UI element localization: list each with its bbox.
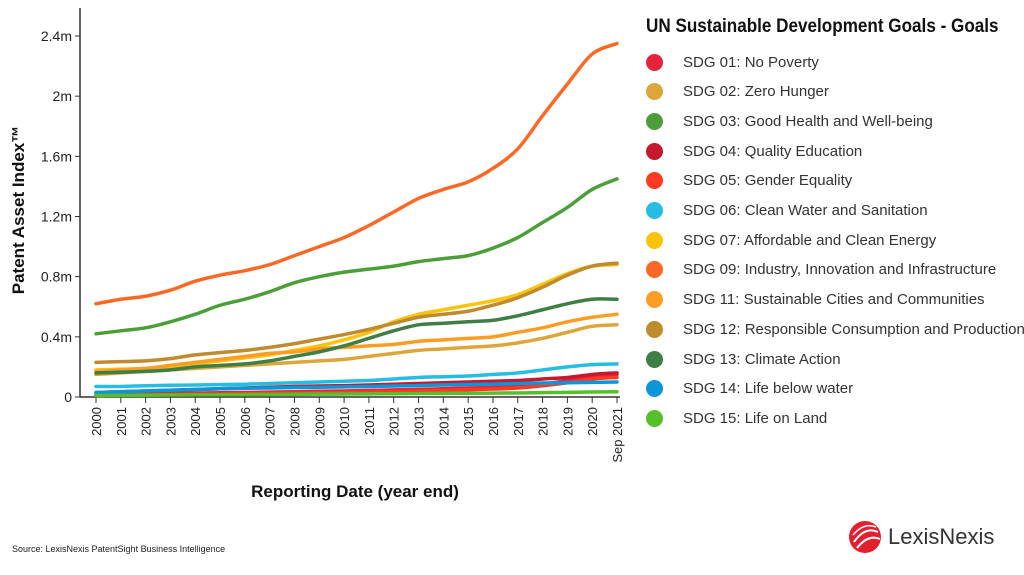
legend-dot-icon: [646, 409, 663, 427]
legend-item[interactable]: SDG 02: Zero Hunger: [646, 81, 829, 103]
x-tick-label: 2008: [287, 407, 302, 436]
legend-label: SDG 06: Clean Water and Sanitation: [683, 202, 928, 219]
x-tick-label: 2010: [337, 407, 352, 436]
x-tick-label: 2015: [461, 407, 476, 436]
series-line-sdg-06: [94, 362, 619, 389]
x-tick-label: 2019: [560, 407, 575, 436]
legend-label: SDG 02: Zero Hunger: [683, 83, 829, 101]
legend-item[interactable]: SDG 15: Life on Land: [646, 407, 827, 429]
legend-dot-icon: [646, 172, 663, 190]
legend-dot-icon: [646, 380, 663, 398]
y-tick-label: 2m: [53, 88, 72, 104]
y-tick-label: 2.4m: [41, 28, 72, 44]
legend-label: SDG 05: Gender Equality: [683, 172, 853, 190]
legend-dot-icon: [646, 83, 663, 101]
y-tick-label: 0.4m: [41, 329, 72, 345]
legend-label: SDG 03: Good Health and Well-being: [683, 112, 933, 130]
legend-item[interactable]: SDG 07: Affordable and Clean Energy: [646, 229, 936, 251]
legend-label: SDG 01: No Poverty: [683, 53, 819, 71]
x-axis-label: Reporting Date (year end): [251, 482, 459, 501]
legend-label: SDG 12: Responsible Consumption and Prod…: [683, 320, 1024, 338]
legend-label: SDG 15: Life on Land: [683, 409, 828, 427]
x-tick-label: 2016: [486, 407, 501, 436]
legend-item[interactable]: SDG 14: Life below water: [646, 378, 853, 400]
y-tick-label: 1.2m: [41, 209, 72, 225]
legend-label: SDG 04: Quality Education: [683, 142, 863, 160]
y-tick-label: 0.8m: [41, 269, 72, 285]
series-line-sdg-03: [94, 177, 619, 336]
legend-dot-icon: [646, 142, 663, 160]
y-tick-label: 1.6m: [41, 148, 72, 164]
series-line-sdg-11: [94, 312, 619, 374]
legend-dot-icon: [646, 202, 663, 219]
x-tick-label: 2001: [114, 407, 129, 436]
x-tick-label: 2000: [89, 407, 104, 436]
x-tick-label: 2014: [436, 407, 451, 436]
x-tick-label: 2005: [213, 407, 228, 436]
x-tick-label: Sep 2021: [610, 407, 625, 463]
legend-item[interactable]: SDG 06: Clean Water and Sanitation: [646, 200, 928, 222]
legend-dot-icon: [646, 291, 663, 309]
logo-sphere-icon: [849, 521, 881, 553]
line-chart: 0 0.4m 0.8m 1.2m 1.6m 2m 2.4m 2000 2001 2002 2003 2…: [9, 8, 625, 501]
legend-label: SDG 13: Climate Action: [683, 350, 841, 368]
x-tick-label: 2004: [188, 407, 203, 436]
legend-dot-icon: [646, 53, 663, 71]
legend-item[interactable]: SDG 05: Gender Equality: [646, 170, 852, 192]
legend-label: SDG 07: Affordable and Clean Energy: [683, 231, 937, 249]
series-line-sdg-07: [94, 262, 619, 372]
series-line-sdg-09: [94, 41, 619, 306]
legend-title: UN Sustainable Development Goals - Goals: [646, 16, 999, 37]
legend-item[interactable]: SDG 04: Quality Education: [646, 140, 862, 162]
x-tick-label: 2013: [412, 407, 427, 436]
x-tick-label: 2009: [312, 407, 327, 436]
legend-item[interactable]: SDG 03: Good Health and Well-being: [646, 110, 933, 132]
legend-label: SDG 14: Life below water: [683, 380, 854, 398]
y-axis-label: Patent Asset Index™: [9, 126, 28, 294]
x-tick-label: 2017: [511, 407, 526, 436]
series-line-sdg-13: [94, 297, 619, 375]
legend-label: SDG 09: Industry, Innovation and Infrast…: [683, 261, 997, 279]
legend-item[interactable]: SDG 12: Responsible Consumption and Prod…: [646, 318, 1024, 340]
x-tick-label: 2012: [387, 407, 402, 436]
x-tick-label: 2011: [362, 407, 377, 435]
logo-text: LexisNexis: [888, 524, 995, 549]
series-line-sdg-15: [94, 389, 619, 398]
x-tick-label: 2002: [139, 407, 154, 436]
legend-dot-icon: [646, 112, 663, 130]
x-tick-label: 2006: [238, 407, 253, 436]
lexisnexis-logo: LexisNexis: [848, 520, 994, 554]
x-tick-label: 2007: [263, 407, 278, 436]
y-tick-label: 0: [64, 389, 72, 405]
series-line-sdg-14: [94, 380, 619, 395]
x-tick-label: 2018: [536, 407, 551, 436]
legend-item[interactable]: SDG 09: Industry, Innovation and Infrast…: [646, 259, 996, 281]
series-line-sdg-12: [94, 261, 619, 365]
x-tick-label: 2020: [585, 407, 600, 436]
source-note: Source: LexisNexis PatentSight Business …: [12, 544, 226, 554]
legend-item[interactable]: SDG 01: No Poverty: [646, 51, 819, 73]
legend-dot-icon: [646, 231, 663, 249]
x-tick-label: 2003: [163, 407, 178, 436]
legend-dot-icon: [646, 261, 663, 279]
legend-item[interactable]: SDG 11: Sustainable Cities and Communiti…: [646, 289, 985, 311]
legend-dot-icon: [646, 320, 663, 338]
legend-dot-icon: [646, 350, 663, 368]
legend-item[interactable]: SDG 13: Climate Action: [646, 348, 841, 370]
legend-label: SDG 11: Sustainable Cities and Communiti…: [683, 291, 985, 309]
